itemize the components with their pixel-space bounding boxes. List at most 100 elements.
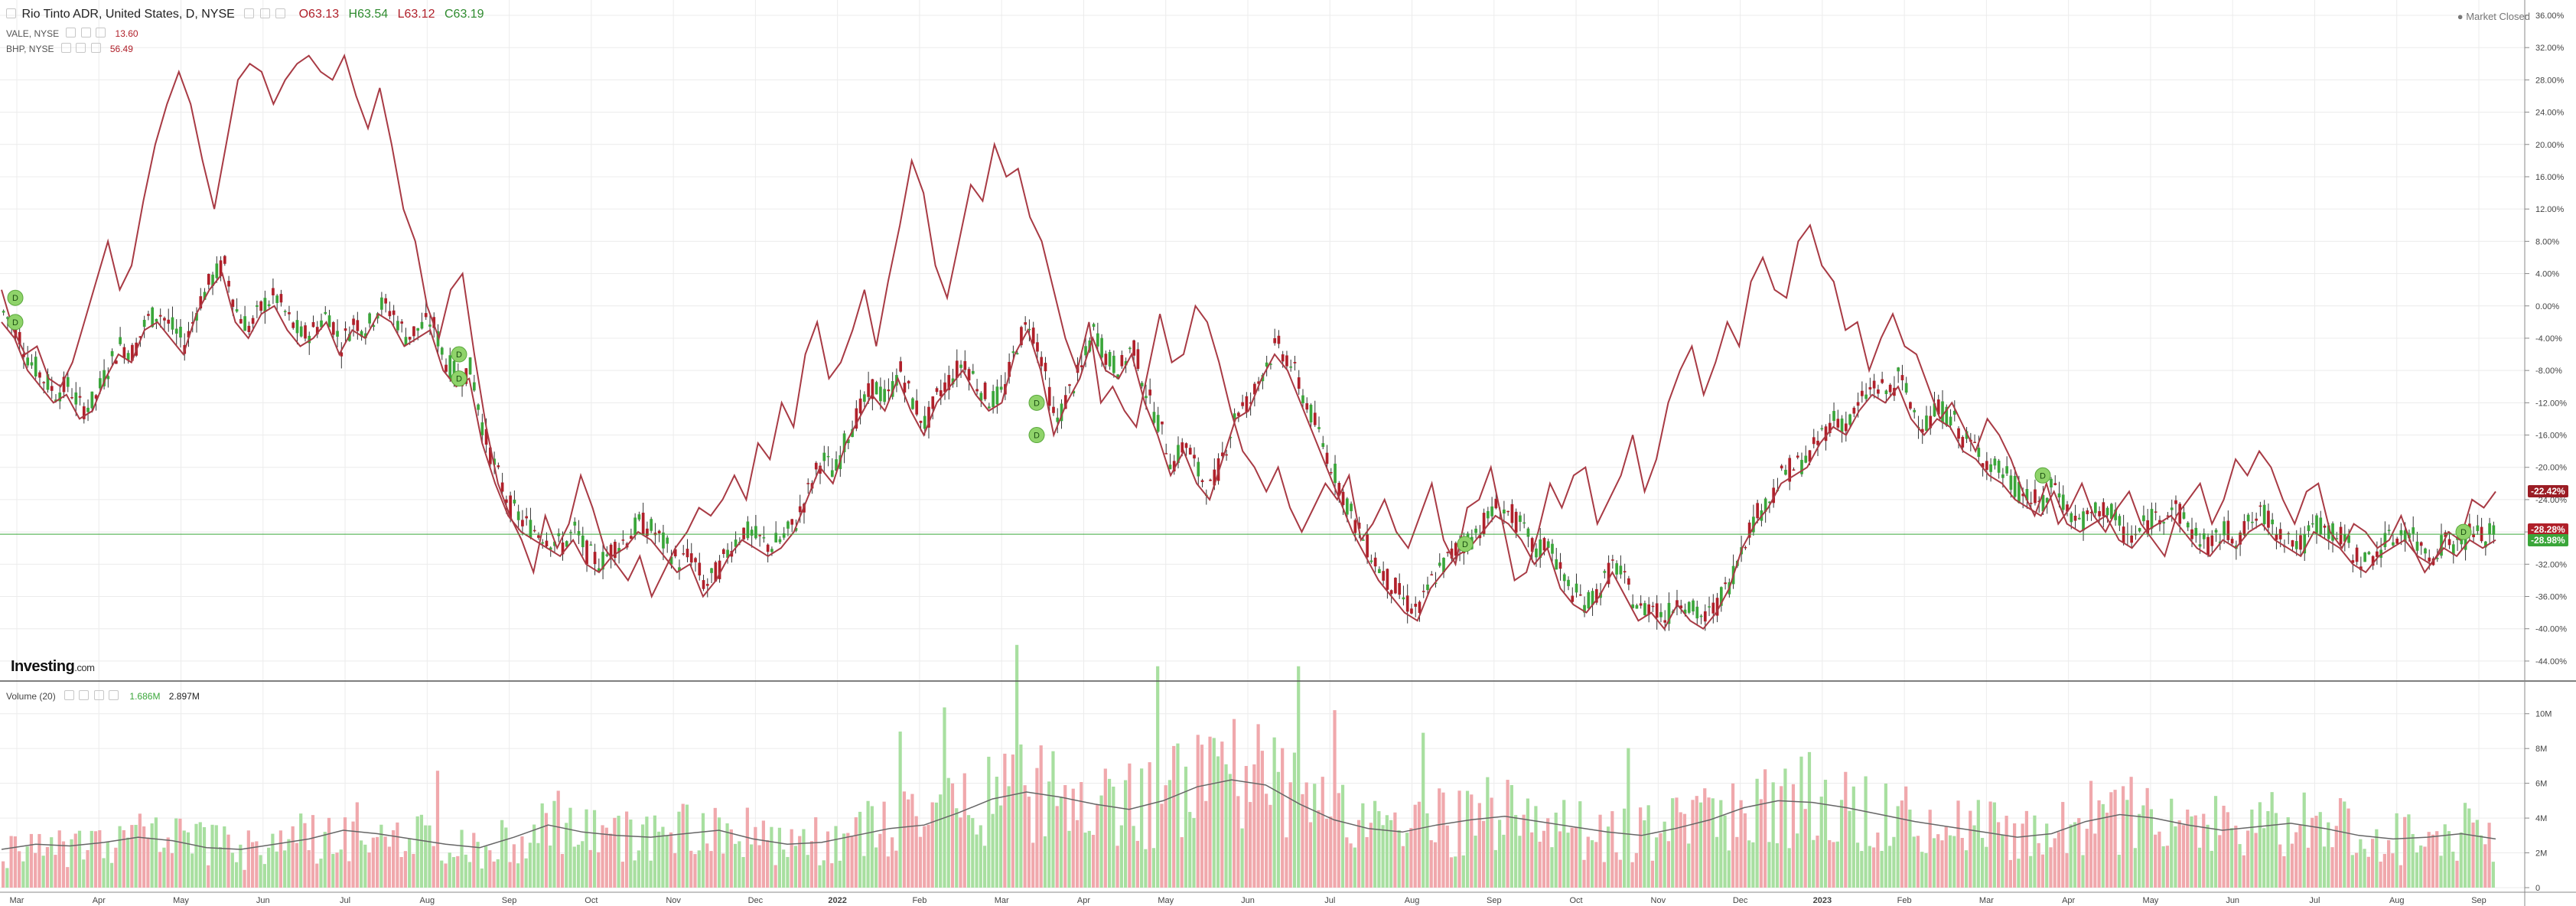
- collapse-button[interactable]: [6, 8, 16, 18]
- volume-bar: [45, 846, 50, 888]
- candle-body: [1591, 591, 1594, 605]
- volume-bar: [1542, 830, 1546, 888]
- volume-bar: [826, 831, 830, 888]
- candle-body: [1623, 571, 1627, 573]
- volume-bar: [613, 817, 617, 888]
- volume-bar: [568, 807, 572, 888]
- compare-settings-button[interactable]: [66, 28, 77, 37]
- candle-body: [2464, 536, 2467, 550]
- volume-bar: [1156, 666, 1160, 888]
- candle-body: [1249, 402, 1252, 404]
- volume-bar: [2197, 847, 2202, 888]
- candle-body: [1965, 431, 1969, 439]
- volume-bar: [717, 817, 721, 888]
- candle-body: [283, 311, 287, 312]
- volume-bar: [415, 816, 419, 888]
- candle-body: [1281, 354, 1285, 362]
- dividend-letter: D: [12, 318, 18, 328]
- volume-bar: [930, 802, 934, 888]
- symbol-remove-button[interactable]: [275, 8, 286, 18]
- compare-bhp[interactable]: BHP, NYSE 56.49: [6, 43, 133, 54]
- volume-bar: [697, 850, 701, 888]
- candle-body: [1132, 340, 1135, 356]
- candle-body: [1220, 452, 1224, 457]
- candle-body: [368, 313, 371, 324]
- candle-body: [340, 352, 344, 357]
- volume-bar: [174, 818, 178, 888]
- compare-value: 13.60: [115, 28, 138, 39]
- candle-body: [1881, 379, 1884, 383]
- volume-bar: [396, 822, 399, 888]
- candle-body: [2150, 509, 2154, 529]
- time-tick-label: 2022: [828, 896, 846, 905]
- volume-bar: [2234, 825, 2238, 888]
- candle-body: [2093, 502, 2097, 513]
- volume-bar: [1719, 800, 1723, 888]
- volume-bar: [25, 846, 29, 888]
- candle-body: [2319, 517, 2323, 535]
- candle-body: [2299, 535, 2302, 550]
- compare-hide-button[interactable]: [76, 43, 86, 53]
- candle-body: [1804, 455, 1808, 463]
- volume-bar: [766, 840, 770, 888]
- candle-body: [1551, 543, 1554, 554]
- candle-body: [320, 320, 323, 328]
- candle-body: [766, 544, 770, 552]
- candle-body: [1647, 604, 1651, 615]
- compare-vale[interactable]: VALE, NYSE 13.60: [6, 28, 138, 39]
- volume-bar: [1188, 812, 1192, 888]
- volume-settings-button[interactable]: [64, 690, 75, 700]
- candle-body: [2061, 494, 2065, 510]
- candle-body: [203, 292, 207, 300]
- candle-body: [1792, 469, 1796, 471]
- volume-bar: [2403, 816, 2407, 888]
- candle-body: [1008, 361, 1011, 377]
- volume-bar: [2202, 813, 2206, 888]
- volume-bar: [2013, 823, 2017, 888]
- volume-bar: [315, 863, 319, 888]
- volume-bar: [870, 806, 874, 888]
- candle-body: [94, 395, 98, 399]
- candle-body: [2077, 517, 2081, 520]
- volume-bar: [1819, 797, 1823, 888]
- volume-bar: [210, 824, 214, 888]
- volume-bar: [18, 851, 21, 888]
- candle-body: [1763, 498, 1767, 512]
- candle-body: [1293, 362, 1297, 363]
- volume-hide-button[interactable]: [79, 690, 90, 700]
- candle-body: [1535, 548, 1538, 558]
- volume-remove-button[interactable]: [93, 690, 104, 700]
- volume-bar: [234, 862, 239, 888]
- symbol-hide-button[interactable]: [259, 8, 270, 18]
- time-tick-label: Jun: [256, 896, 270, 905]
- compare-hide-button[interactable]: [80, 28, 91, 37]
- volume-bar: [830, 863, 834, 888]
- volume-bar: [303, 823, 307, 888]
- candle-body: [360, 331, 363, 337]
- volume-bar: [299, 813, 303, 888]
- volume-bar: [2181, 825, 2186, 888]
- candle-body: [682, 553, 686, 555]
- candle-body: [1341, 491, 1345, 506]
- compare-remove-button[interactable]: [96, 28, 106, 37]
- candle-body: [1229, 436, 1233, 438]
- compare-settings-button[interactable]: [60, 43, 71, 53]
- candle-body: [1808, 450, 1812, 462]
- time-tick-label: Mar: [995, 896, 1009, 905]
- candle-body: [1047, 386, 1051, 406]
- volume-bar: [1249, 802, 1252, 888]
- candle-body: [673, 549, 677, 557]
- volume-bar: [2306, 847, 2311, 888]
- candle-body: [70, 396, 73, 399]
- candle-body: [1152, 412, 1156, 423]
- volume-bar: [625, 811, 629, 888]
- volume-bar: [464, 854, 467, 888]
- volume-bar: [962, 773, 966, 888]
- symbol-settings-button[interactable]: [244, 8, 255, 18]
- volume-more-button[interactable]: [109, 690, 119, 700]
- volume-bar: [1976, 800, 1980, 888]
- volume-bar: [1666, 841, 1671, 888]
- compare-remove-button[interactable]: [90, 43, 101, 53]
- volume-bar: [1944, 826, 1948, 888]
- candle-body: [2057, 493, 2061, 498]
